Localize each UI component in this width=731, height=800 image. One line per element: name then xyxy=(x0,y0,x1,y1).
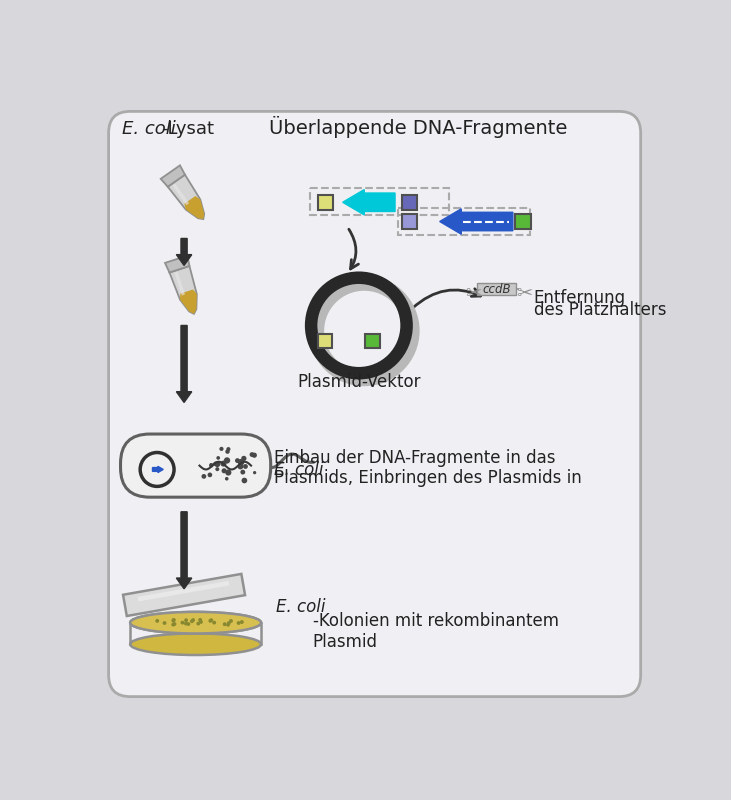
Circle shape xyxy=(171,622,175,626)
Polygon shape xyxy=(167,174,204,219)
Ellipse shape xyxy=(130,612,261,634)
Polygon shape xyxy=(184,196,204,219)
Circle shape xyxy=(213,462,218,466)
Polygon shape xyxy=(137,581,230,602)
Circle shape xyxy=(216,467,219,471)
Circle shape xyxy=(227,621,231,625)
Circle shape xyxy=(155,619,159,623)
FancyBboxPatch shape xyxy=(402,194,417,210)
FancyBboxPatch shape xyxy=(109,111,640,697)
Text: ✂: ✂ xyxy=(516,284,533,303)
Circle shape xyxy=(219,446,224,451)
Circle shape xyxy=(198,618,202,622)
Circle shape xyxy=(229,619,233,623)
Circle shape xyxy=(190,619,194,623)
Circle shape xyxy=(221,468,227,474)
Text: E. coli: E. coli xyxy=(123,121,176,138)
Circle shape xyxy=(243,464,248,469)
Text: Überlappende DNA-Fragmente: Überlappende DNA-Fragmente xyxy=(269,117,567,138)
Circle shape xyxy=(226,623,230,626)
Ellipse shape xyxy=(130,634,261,655)
Text: Entfernung: Entfernung xyxy=(534,289,626,307)
Circle shape xyxy=(227,447,230,451)
Circle shape xyxy=(238,459,244,466)
FancyArrow shape xyxy=(176,326,192,402)
FancyArrow shape xyxy=(153,466,163,473)
FancyBboxPatch shape xyxy=(318,194,333,210)
Polygon shape xyxy=(173,184,189,206)
FancyArrow shape xyxy=(343,190,395,215)
Circle shape xyxy=(214,462,220,467)
FancyBboxPatch shape xyxy=(477,283,516,295)
Circle shape xyxy=(184,622,188,626)
Circle shape xyxy=(223,622,227,626)
Circle shape xyxy=(240,620,243,624)
Circle shape xyxy=(220,461,227,466)
Circle shape xyxy=(209,463,213,467)
Circle shape xyxy=(208,473,212,478)
Circle shape xyxy=(172,618,175,622)
FancyBboxPatch shape xyxy=(318,334,333,348)
Polygon shape xyxy=(170,266,197,314)
Text: E. coli: E. coli xyxy=(276,598,326,616)
Circle shape xyxy=(208,619,212,622)
FancyArrow shape xyxy=(176,512,192,589)
Circle shape xyxy=(199,620,203,624)
Text: -Kolonien mit rekombinantem
Plasmid: -Kolonien mit rekombinantem Plasmid xyxy=(313,612,558,650)
Circle shape xyxy=(241,478,247,483)
FancyBboxPatch shape xyxy=(515,214,531,230)
Circle shape xyxy=(171,618,175,622)
Circle shape xyxy=(224,458,230,463)
FancyArrow shape xyxy=(440,209,513,234)
Polygon shape xyxy=(175,272,185,295)
Circle shape xyxy=(253,471,257,474)
Circle shape xyxy=(251,453,257,458)
Circle shape xyxy=(181,621,184,625)
Polygon shape xyxy=(165,256,189,273)
Ellipse shape xyxy=(130,612,261,634)
Text: E. coli: E. coli xyxy=(274,461,324,479)
Circle shape xyxy=(162,621,167,625)
Circle shape xyxy=(173,622,176,626)
Polygon shape xyxy=(180,290,197,314)
Circle shape xyxy=(186,622,190,626)
Circle shape xyxy=(192,618,195,622)
Circle shape xyxy=(209,618,213,622)
FancyArrow shape xyxy=(176,238,192,266)
Circle shape xyxy=(238,464,243,470)
Text: des Platzhalters: des Platzhalters xyxy=(534,302,666,319)
Circle shape xyxy=(225,470,232,475)
Circle shape xyxy=(216,456,220,460)
Polygon shape xyxy=(123,574,245,616)
Text: Plasmid-Vektor: Plasmid-Vektor xyxy=(297,373,420,391)
FancyBboxPatch shape xyxy=(121,434,270,497)
Text: ccdB: ccdB xyxy=(482,282,511,296)
Circle shape xyxy=(197,622,200,626)
FancyBboxPatch shape xyxy=(366,334,380,348)
Circle shape xyxy=(212,621,216,625)
FancyBboxPatch shape xyxy=(402,214,417,230)
Circle shape xyxy=(249,452,254,457)
Circle shape xyxy=(241,456,246,461)
Text: Einbau der DNA-Fragmente in das
Plasmids, Einbringen des Plasmids in: Einbau der DNA-Fragmente in das Plasmids… xyxy=(274,449,582,487)
Circle shape xyxy=(235,458,240,463)
Text: ✂: ✂ xyxy=(466,284,482,303)
Circle shape xyxy=(202,474,206,478)
Circle shape xyxy=(237,621,240,625)
Text: -Lysat: -Lysat xyxy=(161,121,214,138)
Circle shape xyxy=(240,470,245,474)
Circle shape xyxy=(184,618,188,622)
Circle shape xyxy=(225,477,229,481)
Polygon shape xyxy=(161,166,185,186)
Circle shape xyxy=(225,450,230,454)
